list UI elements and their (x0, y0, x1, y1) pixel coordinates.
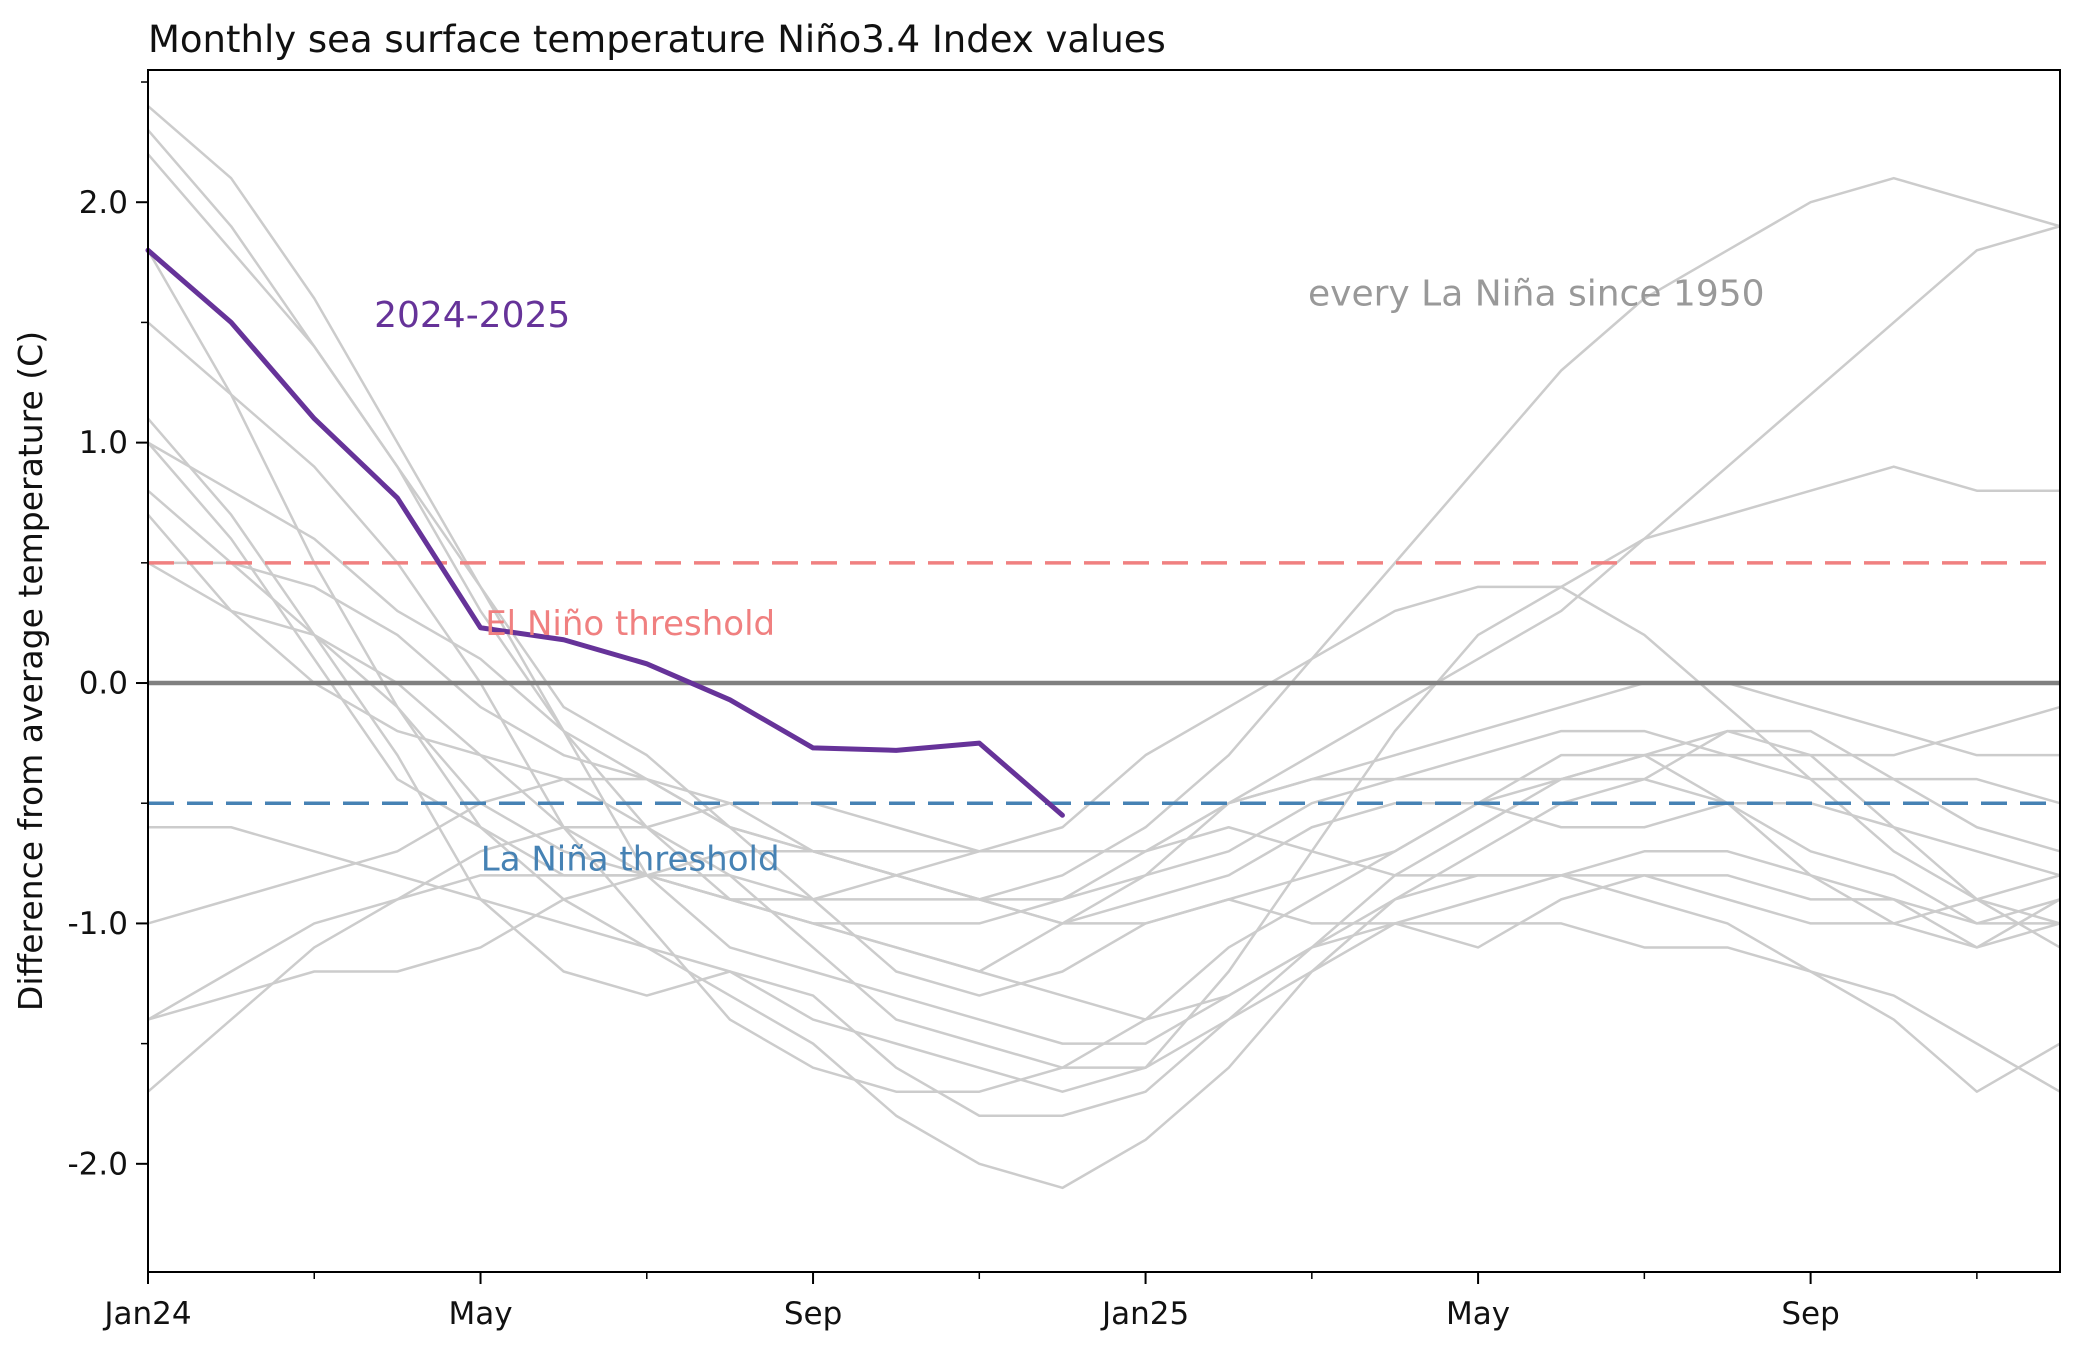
la-nina-history-line (147, 441, 2061, 901)
la-nina-history-line (147, 129, 2061, 949)
x-tick-label: Sep (784, 1296, 842, 1332)
y-tick-label: 2.0 (79, 185, 128, 221)
la-nina-history-line (147, 513, 2061, 1069)
la-nina-history-line (147, 681, 2060, 1093)
plot-area: Jan24 May Sep Jan25 May Sep -2.0 -1.0 0.0 1.0 2.0 2… (68, 69, 2061, 1332)
plot-border (147, 69, 2061, 1273)
x-tick-label: Sep (1781, 1296, 1839, 1332)
la-nina-history-line (147, 321, 2061, 1093)
x-tick-label: May (1446, 1296, 1510, 1332)
la-nina-history-line (147, 417, 2061, 1117)
la-nina-history-line (147, 561, 2061, 1021)
chart-title: Monthly sea surface temperature Niño3.4 … (148, 18, 1166, 61)
la-nina-history-line (147, 777, 2061, 949)
y-tick-label: 1.0 (79, 425, 128, 461)
y-tick-label: 0.0 (79, 666, 128, 702)
x-tick-label: Jan25 (1100, 1296, 1189, 1332)
label-2024-2025: 2024-2025 (374, 295, 570, 336)
la-nina-history-line (148, 561, 2060, 997)
la-nina-history-line (148, 465, 2060, 1093)
series-2024-2025-line (145, 247, 1065, 818)
y-axis-label: Difference from average temperature (C) (11, 331, 50, 1011)
la-nina-history-line (147, 225, 2061, 973)
y-tick-label: -2.0 (68, 1146, 129, 1182)
label-la-nina-threshold: La Niña threshold (481, 840, 780, 880)
la-nina-history-line (146, 249, 2061, 1190)
label-el-nino-threshold: El Niño threshold (485, 604, 775, 644)
x-tick-label: Jan24 (102, 1296, 191, 1332)
la-nina-history-line (147, 801, 2061, 1021)
x-tick-label: May (448, 1296, 512, 1332)
label-every-la-nina: every La Niña since 1950 (1308, 274, 1765, 315)
y-tick-label: -1.0 (68, 906, 129, 942)
